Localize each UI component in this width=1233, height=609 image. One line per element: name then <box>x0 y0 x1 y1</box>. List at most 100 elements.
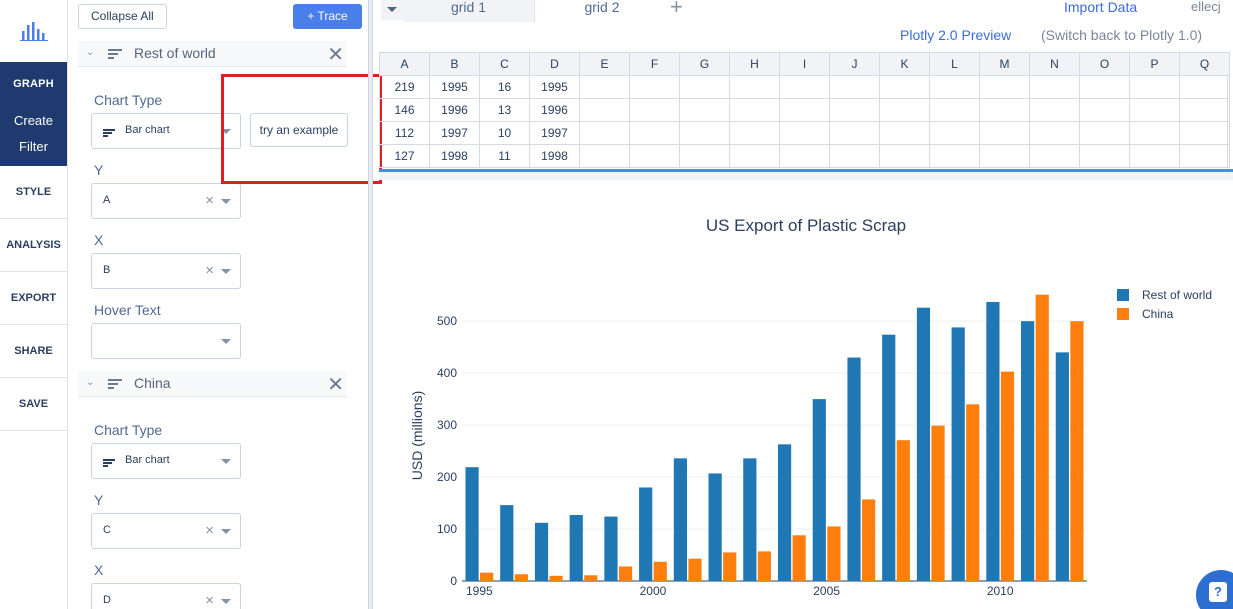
grid-cell[interactable] <box>579 144 630 168</box>
nav-style[interactable]: STYLE <box>0 166 67 219</box>
grid-cell[interactable] <box>1029 121 1080 145</box>
grid-cell[interactable] <box>1179 144 1230 168</box>
grid-cell[interactable] <box>929 75 980 99</box>
grid-cell[interactable] <box>829 98 880 122</box>
grid-cell[interactable] <box>879 121 930 145</box>
grid-cell[interactable] <box>829 75 880 99</box>
column-header[interactable]: O <box>1079 52 1130 76</box>
grid-cell[interactable] <box>979 121 1030 145</box>
trace-header[interactable]: ⌄ China ✕ <box>78 371 347 397</box>
clear-icon[interactable]: × <box>205 262 214 279</box>
y-select[interactable]: C × <box>91 513 241 549</box>
column-header[interactable]: J <box>829 52 880 76</box>
grid-cell[interactable] <box>1029 144 1080 168</box>
data-grid[interactable]: A B C D E F G H I J K L M N O P Q 219 1995 16 1995 146 1996 13 1… <box>379 52 1230 168</box>
chart-type-select[interactable]: Bar chart <box>91 443 241 479</box>
grid-cell[interactable] <box>929 144 980 168</box>
grid-cell[interactable] <box>1029 75 1080 99</box>
user-name[interactable]: ellecj <box>1191 0 1221 14</box>
grid-cell[interactable] <box>679 75 730 99</box>
grid-cell[interactable] <box>729 98 780 122</box>
chevron-down-icon[interactable]: ⌄ <box>86 377 95 388</box>
clear-icon[interactable]: × <box>205 592 214 609</box>
nav-graph[interactable]: GRAPH <box>13 78 54 90</box>
column-header[interactable]: K <box>879 52 930 76</box>
grid-cell[interactable]: 127 <box>379 144 430 168</box>
grid-cell[interactable] <box>979 75 1030 99</box>
grid-cell[interactable]: 16 <box>479 75 530 99</box>
column-header[interactable]: Q <box>1179 52 1230 76</box>
column-header[interactable]: C <box>479 52 530 76</box>
import-data-link[interactable]: Import Data <box>1064 0 1138 15</box>
switch-back-link[interactable]: (Switch back to Plotly 1.0) <box>1041 27 1203 43</box>
grid-cell[interactable]: 1995 <box>529 75 580 99</box>
grid-cell[interactable] <box>1079 121 1130 145</box>
grid-cell[interactable]: 1997 <box>429 121 480 145</box>
grid-cell[interactable] <box>729 144 780 168</box>
grid-cell[interactable] <box>679 144 730 168</box>
grid-cell[interactable] <box>629 144 680 168</box>
column-header[interactable]: D <box>529 52 580 76</box>
column-header[interactable]: P <box>1129 52 1180 76</box>
grid-cell[interactable]: 146 <box>379 98 430 122</box>
grid-cell[interactable] <box>629 75 680 99</box>
column-header[interactable]: H <box>729 52 780 76</box>
grid-cell[interactable] <box>929 121 980 145</box>
grid-cell[interactable] <box>879 144 930 168</box>
grid-cell[interactable] <box>1079 75 1130 99</box>
column-header[interactable]: L <box>929 52 980 76</box>
grid-cell[interactable] <box>929 98 980 122</box>
nav-create[interactable]: Create <box>13 113 54 128</box>
grid-cell[interactable]: 1998 <box>529 144 580 168</box>
grid-cell[interactable] <box>1079 98 1130 122</box>
plotly-logo-icon[interactable] <box>0 0 67 62</box>
grid-cell[interactable] <box>1029 98 1080 122</box>
chart-area[interactable]: 0 100 200 300 400 500 1995 2000 2005 2010 US Expor… <box>379 180 1233 609</box>
grid-cell[interactable] <box>579 75 630 99</box>
tab-menu-icon[interactable] <box>381 0 403 20</box>
clear-icon[interactable]: × <box>205 522 214 539</box>
nav-export[interactable]: EXPORT <box>0 272 67 325</box>
grid-cell[interactable] <box>1179 121 1230 145</box>
grid-cell[interactable]: 219 <box>379 75 430 99</box>
grid-cell[interactable] <box>629 121 680 145</box>
delete-trace-icon[interactable]: ✕ <box>327 44 344 66</box>
grid-cell[interactable] <box>1129 121 1180 145</box>
add-trace-button[interactable]: + Trace <box>293 4 362 29</box>
grid-cell[interactable] <box>729 75 780 99</box>
grid-cell[interactable] <box>779 121 830 145</box>
column-header[interactable]: N <box>1029 52 1080 76</box>
tab-grid-2[interactable]: grid 2 <box>584 0 620 15</box>
grid-cell[interactable]: 1996 <box>429 98 480 122</box>
grid-cell[interactable]: 1996 <box>529 98 580 122</box>
hover-text-select[interactable] <box>91 323 241 359</box>
add-grid-icon[interactable]: + <box>670 0 683 19</box>
grid-cell[interactable] <box>1179 75 1230 99</box>
grid-divider[interactable] <box>379 172 1233 180</box>
grid-cell[interactable]: 13 <box>479 98 530 122</box>
column-header[interactable]: E <box>579 52 630 76</box>
grid-cell[interactable] <box>679 98 730 122</box>
collapse-all-button[interactable]: Collapse All <box>78 4 167 29</box>
grid-cell[interactable]: 1995 <box>429 75 480 99</box>
grid-cell[interactable] <box>629 98 680 122</box>
grid-cell[interactable] <box>579 121 630 145</box>
grid-cell[interactable] <box>879 75 930 99</box>
grid-cell[interactable] <box>779 144 830 168</box>
grid-cell[interactable]: 112 <box>379 121 430 145</box>
x-select[interactable]: D × <box>91 583 241 609</box>
trace-header[interactable]: ⌄ Rest of world ✕ <box>78 41 347 67</box>
column-header[interactable]: F <box>629 52 680 76</box>
delete-trace-icon[interactable]: ✕ <box>327 374 344 396</box>
column-header[interactable]: G <box>679 52 730 76</box>
chevron-down-icon[interactable]: ⌄ <box>86 47 95 58</box>
bar-chart[interactable]: 0 100 200 300 400 500 1995 2000 2005 2010 US Expor… <box>379 180 1233 609</box>
y-select[interactable]: A × <box>91 183 241 219</box>
grid-cell[interactable] <box>679 121 730 145</box>
grid-cell[interactable] <box>1129 98 1180 122</box>
x-select[interactable]: B × <box>91 253 241 289</box>
help-button[interactable]: ? <box>1196 570 1233 609</box>
column-header[interactable]: A <box>379 52 430 76</box>
clear-icon[interactable]: × <box>205 192 214 209</box>
grid-cell[interactable] <box>1179 98 1230 122</box>
